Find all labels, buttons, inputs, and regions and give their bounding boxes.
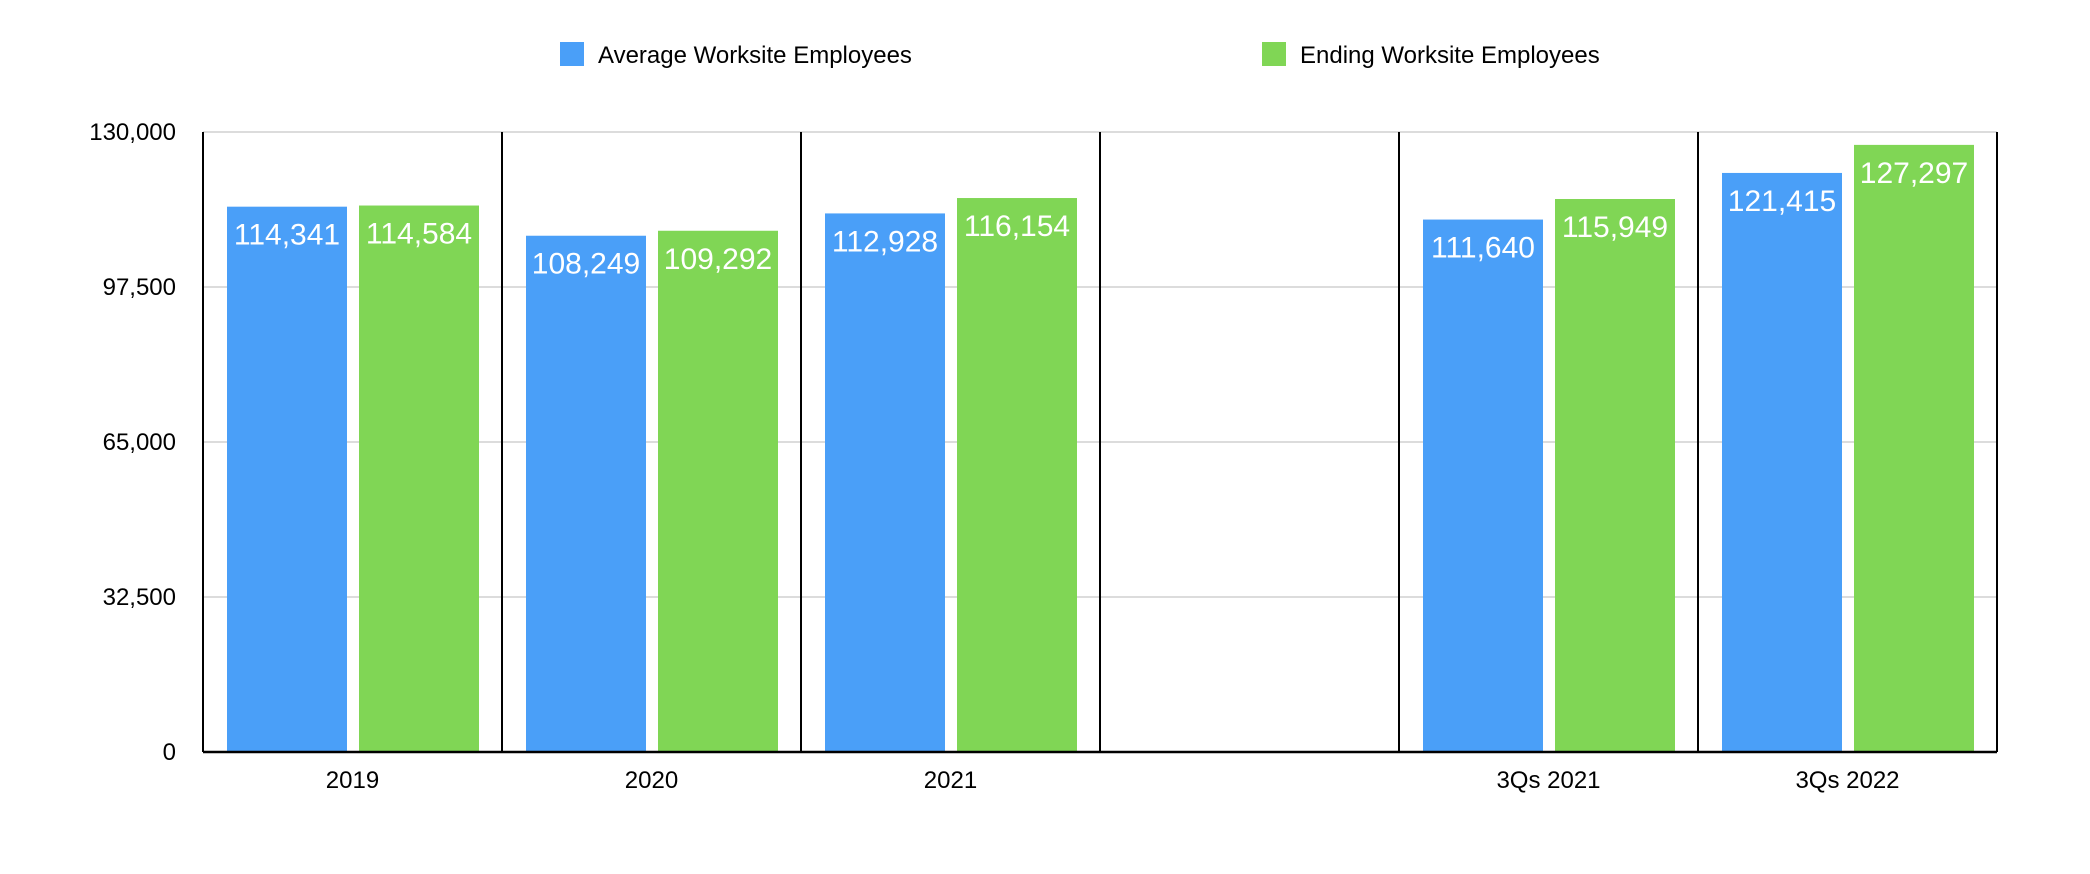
y-tick-label-2: 65,000 [103,429,176,456]
y-tick-label-3: 97,500 [103,274,176,301]
data-label-ending-6: 127,297 [1860,157,1968,190]
x-tick-label-6: 3Qs 2022 [1795,767,1899,794]
data-label-average-3: 112,928 [832,225,938,258]
y-axis-ticks: 0 32,500 65,000 97,500 130,000 [89,119,176,766]
legend-label-1: Average Worksite Employees [598,42,912,69]
data-label-average-2: 108,249 [532,248,640,281]
y-tick-label-4: 130,000 [89,119,176,146]
bar-ending-1 [359,205,479,752]
x-tick-label-5: 3Qs 2021 [1496,767,1600,794]
x-tick-label-2: 2020 [625,767,678,794]
data-label-ending-3: 116,154 [964,210,1070,243]
bar-ending-6 [1854,144,1974,752]
data-label-average-6: 121,415 [1728,185,1836,218]
legend-label-2: Ending Worksite Employees [1300,42,1600,69]
data-label-ending-5: 115,949 [1562,211,1668,244]
x-axis-ticks: 2019 2020 2021 3Qs 2021 3Qs 2022 [326,767,1900,794]
bar-ending-5 [1555,199,1675,753]
data-label-average-5: 111,640 [1431,232,1535,265]
data-label-average-1: 114,341 [234,219,340,252]
legend-swatch-1 [560,42,584,66]
y-tick-label-0: 0 [163,739,176,766]
data-label-ending-1: 114,584 [366,218,472,251]
data-label-ending-2: 109,292 [664,243,772,276]
bar-average-2 [526,235,646,752]
bar-average-3 [825,213,945,753]
legend: Average Worksite Employees Ending Worksit… [560,42,1600,69]
x-tick-label-1: 2019 [326,767,379,794]
y-tick-label-1: 32,500 [103,584,176,611]
axes [202,132,1998,754]
bar-average-5 [1423,219,1543,752]
bar-ending-3 [957,198,1077,752]
legend-swatch-2 [1262,42,1286,66]
bars: 114,341 114,584 108,249 109,292 112,928 116,1… [227,144,1974,753]
x-tick-label-3: 2021 [924,767,977,794]
bar-ending-2 [658,230,778,752]
bar-average-6 [1722,172,1842,752]
bar-average-1 [227,206,347,752]
